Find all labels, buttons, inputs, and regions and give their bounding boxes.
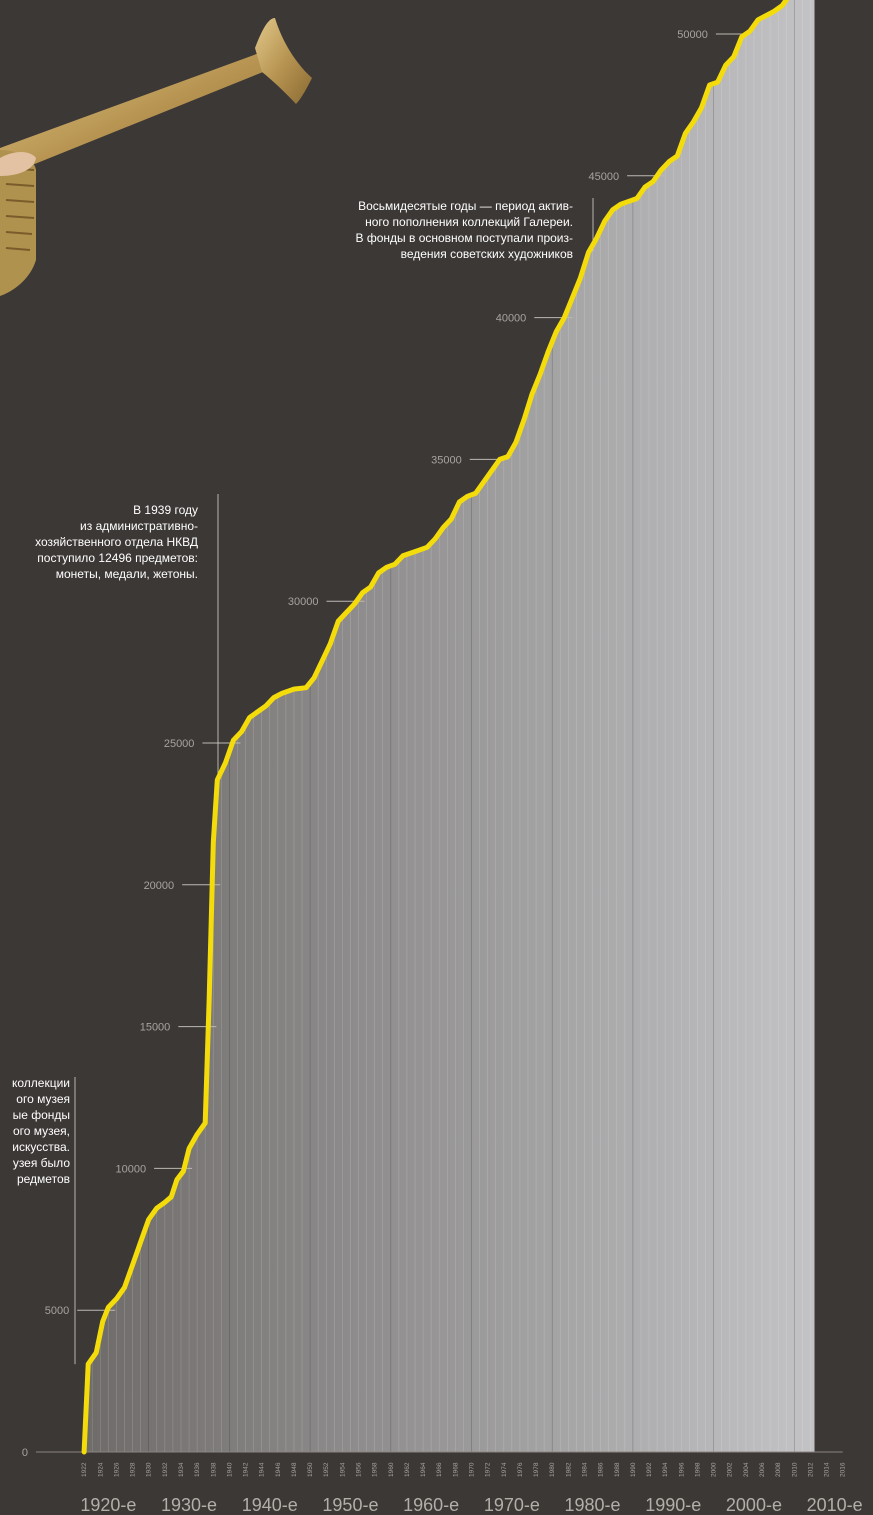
year-label: 1980 xyxy=(549,1462,556,1477)
y-tick-label: 5000 xyxy=(45,1305,69,1317)
year-label: 1976 xyxy=(517,1462,524,1477)
year-label: 2010 xyxy=(791,1462,798,1477)
decade-label: 1920-е xyxy=(80,1495,136,1515)
year-label: 1932 xyxy=(162,1462,169,1477)
year-label: 1924 xyxy=(97,1462,104,1477)
decade-label: 1970-е xyxy=(484,1495,540,1515)
annotation-line: монеты, медали, жетоны. xyxy=(55,567,198,581)
annotation-1939: В 1939 году из административно- хозяйств… xyxy=(35,502,198,582)
annotation-line: В фонды в основном поступали произ- xyxy=(355,231,573,245)
year-label: 2004 xyxy=(743,1462,750,1477)
year-label: 1952 xyxy=(323,1462,330,1477)
y-tick-label: 35000 xyxy=(431,454,462,466)
year-label: 2014 xyxy=(824,1462,831,1477)
x-axis-years: 1922 1924 1926 1928 1930 1932 1934 1936 1938 1940… xyxy=(81,1462,847,1477)
year-label: 1954 xyxy=(339,1462,346,1477)
decade-label: 1930-е xyxy=(161,1495,217,1515)
annotation-1922: коллекции ого музея ые фонды ого музея, … xyxy=(0,1075,70,1187)
year-label: 1936 xyxy=(194,1462,201,1477)
series-line-group xyxy=(81,0,790,1455)
year-label: 2006 xyxy=(759,1462,766,1477)
year-label: 1928 xyxy=(130,1462,137,1477)
year-label: 1938 xyxy=(210,1462,217,1477)
annotation-line: из административно- xyxy=(80,519,198,533)
year-label: 1948 xyxy=(291,1462,298,1477)
year-label: 1922 xyxy=(81,1462,88,1477)
year-label: 2000 xyxy=(711,1462,718,1477)
year-label: 1996 xyxy=(678,1462,685,1477)
year-label: 2008 xyxy=(775,1462,782,1477)
annotation-line: ведения советских художников xyxy=(400,247,573,261)
decade-label: 1960-е xyxy=(403,1495,459,1515)
y-tick-label: 10000 xyxy=(116,1163,147,1175)
year-label: 1944 xyxy=(259,1462,266,1477)
year-label: 1950 xyxy=(307,1462,314,1477)
year-label: 2016 xyxy=(840,1462,847,1477)
year-label: 1972 xyxy=(485,1462,492,1477)
annotation-line: В 1939 году xyxy=(133,503,198,517)
y-tick-label: 45000 xyxy=(589,171,620,183)
y-tick-label: 20000 xyxy=(144,880,175,892)
y-tick-label: 40000 xyxy=(496,313,527,325)
year-label: 1974 xyxy=(501,1462,508,1477)
annotation-line: хозяйственного отдела НКВД xyxy=(35,535,198,549)
y-tick-label: 50000 xyxy=(677,29,708,41)
annotation-line: ые фонды xyxy=(12,1108,70,1122)
year-label: 1964 xyxy=(420,1462,427,1477)
year-label: 1946 xyxy=(275,1462,282,1477)
year-label: 1966 xyxy=(436,1462,443,1477)
y-tick-label: 0 xyxy=(22,1447,28,1459)
year-bars xyxy=(36,0,843,1453)
brass-horn-icon xyxy=(0,18,312,296)
year-label: 1998 xyxy=(694,1462,701,1477)
area-fill xyxy=(84,0,815,1452)
year-label: 1962 xyxy=(404,1462,411,1477)
year-label: 1926 xyxy=(113,1462,120,1477)
decade-label: 1940-е xyxy=(242,1495,298,1515)
series-line xyxy=(81,0,790,1455)
annotation-line: ого музея, xyxy=(12,1124,70,1138)
year-label: 1986 xyxy=(598,1462,605,1477)
year-label: 1990 xyxy=(630,1462,637,1477)
annotation-line: ого музея xyxy=(16,1092,70,1106)
annotation-line: редметов xyxy=(16,1172,70,1186)
year-label: 1930 xyxy=(146,1462,153,1477)
year-label: 1994 xyxy=(662,1462,669,1477)
annotation-line: узея было xyxy=(12,1156,70,1170)
y-tick-label: 30000 xyxy=(288,596,319,608)
year-label: 1992 xyxy=(646,1462,653,1477)
year-label: 2002 xyxy=(727,1462,734,1477)
y-tick-label: 25000 xyxy=(164,738,195,750)
year-label: 1988 xyxy=(614,1462,621,1477)
year-label: 1960 xyxy=(388,1462,395,1477)
decade-label: 1990-е xyxy=(645,1495,701,1515)
decade-label: 2010-е xyxy=(807,1495,863,1515)
year-label: 1942 xyxy=(243,1462,250,1477)
year-label: 1970 xyxy=(469,1462,476,1477)
annotation-line: коллекции xyxy=(11,1076,70,1090)
y-tick-label: 15000 xyxy=(140,1022,171,1034)
year-label: 1940 xyxy=(226,1462,233,1477)
annotation-1980s: Восьмидесятые годы — период актив- ного … xyxy=(356,198,573,262)
x-axis-decades: 1920-е 1930-е 1940-е 1950-е 1960-е 1970-е 1980… xyxy=(80,1495,862,1515)
decade-label: 2000-е xyxy=(726,1495,782,1515)
year-label: 1982 xyxy=(565,1462,572,1477)
year-label: 1978 xyxy=(533,1462,540,1477)
annotation-line: ного пополнения коллекций Галереи. xyxy=(365,215,573,229)
year-label: 1968 xyxy=(452,1462,459,1477)
annotation-line: искусства. xyxy=(12,1140,70,1154)
decade-label: 1950-е xyxy=(322,1495,378,1515)
decade-label: 1980-е xyxy=(565,1495,621,1515)
annotation-line: Восьмидесятые годы — период актив- xyxy=(358,199,573,213)
year-label: 2012 xyxy=(807,1462,814,1477)
area-fill-path xyxy=(84,0,815,1452)
year-label: 1956 xyxy=(356,1462,363,1477)
annotation-line: поступило 12496 предметов: xyxy=(37,551,198,565)
year-label: 1934 xyxy=(178,1462,185,1477)
year-label: 1984 xyxy=(581,1462,588,1477)
year-label: 1958 xyxy=(372,1462,379,1477)
